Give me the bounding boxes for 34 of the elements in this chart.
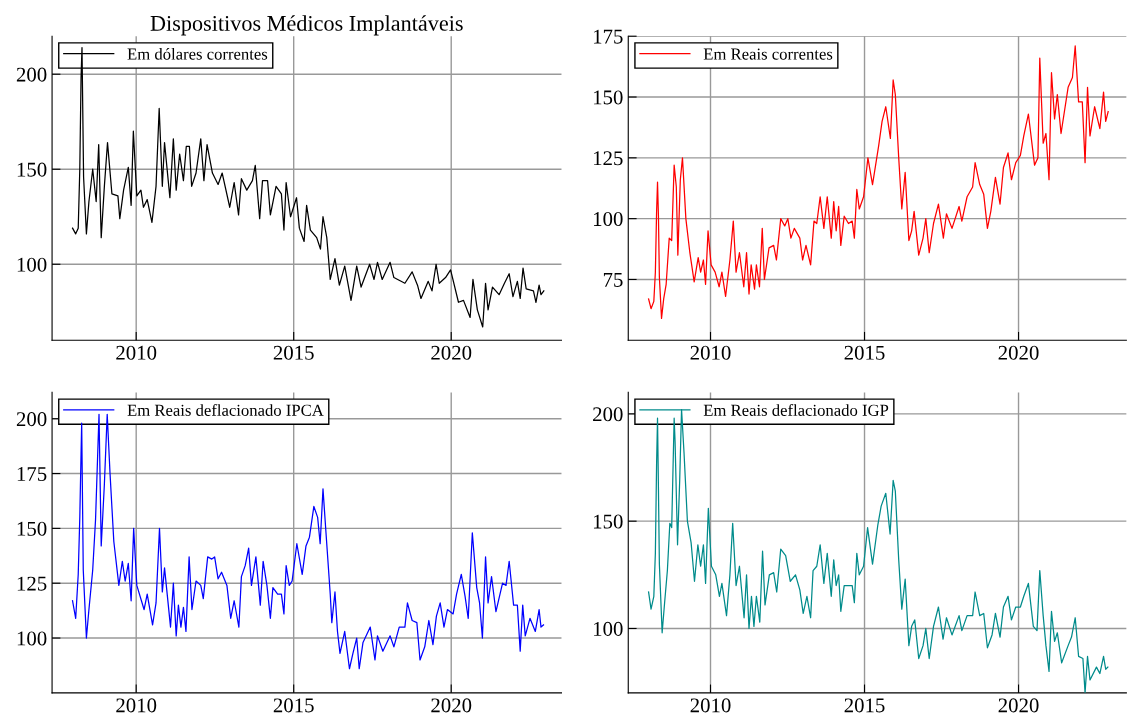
line-series — [647, 45, 1109, 320]
x-tick-label: 2020 — [998, 345, 1039, 360]
x-tick-label: 2010 — [690, 345, 731, 360]
x-tick-label: 2020 — [431, 698, 472, 713]
y-tick-label: 125 — [17, 576, 47, 591]
x-tick-label: 2015 — [844, 698, 885, 713]
y-tick-label: 100 — [593, 212, 623, 227]
y-tick-label: 100 — [17, 257, 47, 272]
y-tick-label: 125 — [593, 151, 623, 166]
legend-label: Em Reais correntes — [703, 48, 833, 60]
x-tick-label: 2010 — [690, 698, 731, 713]
x-tick-label: 2015 — [844, 345, 885, 360]
y-tick-label: 150 — [17, 162, 47, 177]
x-tick-label: 2020 — [431, 345, 472, 360]
y-tick-label: 150 — [17, 521, 47, 536]
y-tick-label: 175 — [17, 467, 47, 481]
y-tick-label: 175 — [593, 29, 623, 44]
x-tick-label: 2020 — [998, 698, 1039, 713]
x-tick-label: 2010 — [116, 698, 157, 713]
y-tick-label: 200 — [593, 407, 623, 422]
y-tick-label: 75 — [603, 273, 623, 287]
y-tick-label: 200 — [16, 412, 47, 427]
x-tick-label: 2015 — [273, 345, 314, 360]
y-tick-label: 150 — [593, 90, 623, 105]
y-tick-label: 150 — [593, 514, 623, 529]
y-tick-label: 200 — [16, 67, 47, 82]
x-tick-label: 2015 — [273, 698, 314, 713]
legend-label: Em dólares correntes — [127, 47, 268, 60]
y-tick-label: 100 — [17, 631, 47, 646]
y-tick-label: 100 — [593, 621, 623, 636]
legend-label: Em Reais deflacionado IGP — [703, 404, 889, 416]
chart-title: Dispositivos Médicos Implantáveis — [150, 15, 463, 36]
legend-label: Em Reais deflacionado IPCA — [127, 404, 324, 416]
x-tick-label: 2010 — [116, 345, 157, 360]
